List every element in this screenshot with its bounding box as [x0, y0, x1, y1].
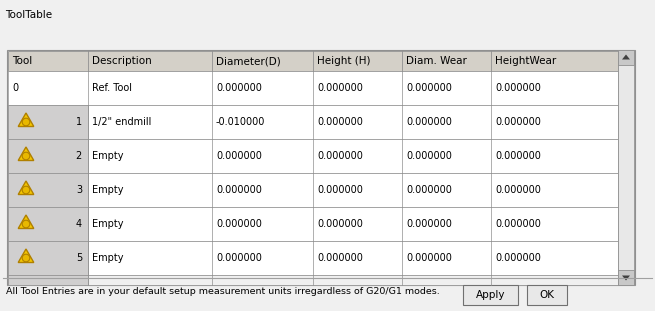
FancyBboxPatch shape — [7, 50, 635, 285]
Text: Diameter(D): Diameter(D) — [216, 56, 281, 66]
Text: Empty: Empty — [92, 253, 124, 263]
Text: 0.000000: 0.000000 — [495, 117, 541, 127]
Text: 0.000000: 0.000000 — [495, 185, 541, 195]
Text: Diam. Wear: Diam. Wear — [406, 56, 467, 66]
FancyBboxPatch shape — [8, 207, 618, 241]
Text: All Tool Entries are in your default setup measurement units irregardless of G20: All Tool Entries are in your default set… — [6, 286, 440, 295]
Text: 0.000000: 0.000000 — [216, 83, 262, 93]
Text: Empty: Empty — [92, 219, 124, 229]
Text: 0.000000: 0.000000 — [317, 117, 363, 127]
Circle shape — [22, 118, 29, 126]
Text: 1: 1 — [76, 117, 82, 127]
FancyBboxPatch shape — [8, 173, 88, 207]
Text: 0.000000: 0.000000 — [406, 253, 452, 263]
Polygon shape — [18, 249, 34, 262]
Text: 0.000000: 0.000000 — [495, 83, 541, 93]
Text: -0.010000: -0.010000 — [216, 117, 265, 127]
Text: Height (H): Height (H) — [317, 56, 371, 66]
Text: 0: 0 — [12, 83, 18, 93]
Text: 0.000000: 0.000000 — [406, 83, 452, 93]
FancyBboxPatch shape — [8, 173, 618, 207]
FancyBboxPatch shape — [8, 139, 88, 173]
Polygon shape — [18, 181, 34, 194]
FancyBboxPatch shape — [8, 241, 618, 275]
FancyBboxPatch shape — [8, 275, 618, 285]
Text: 0.000000: 0.000000 — [495, 253, 541, 263]
Text: 4: 4 — [76, 219, 82, 229]
Text: 0.000000: 0.000000 — [495, 151, 541, 161]
FancyBboxPatch shape — [618, 270, 634, 285]
Text: 2: 2 — [76, 151, 82, 161]
Text: 0.000000: 0.000000 — [216, 151, 262, 161]
Circle shape — [22, 220, 29, 228]
Text: Empty: Empty — [92, 151, 124, 161]
FancyBboxPatch shape — [618, 50, 634, 65]
Text: 3: 3 — [76, 185, 82, 195]
FancyBboxPatch shape — [8, 51, 618, 71]
Polygon shape — [18, 113, 34, 127]
FancyBboxPatch shape — [618, 50, 634, 285]
FancyBboxPatch shape — [8, 105, 618, 139]
Text: Tool: Tool — [12, 56, 32, 66]
Text: 1/2" endmill: 1/2" endmill — [92, 117, 151, 127]
Text: 0.000000: 0.000000 — [406, 219, 452, 229]
Text: 0.000000: 0.000000 — [216, 185, 262, 195]
Text: ToolTable: ToolTable — [5, 10, 52, 20]
FancyBboxPatch shape — [527, 285, 567, 305]
Polygon shape — [18, 215, 34, 229]
Text: OK: OK — [540, 290, 555, 300]
Text: Description: Description — [92, 56, 152, 66]
Text: 0.000000: 0.000000 — [216, 253, 262, 263]
Text: 0.000000: 0.000000 — [216, 219, 262, 229]
Polygon shape — [622, 54, 630, 59]
Polygon shape — [18, 147, 34, 160]
Text: Empty: Empty — [92, 185, 124, 195]
Text: 0.000000: 0.000000 — [406, 185, 452, 195]
Circle shape — [22, 186, 29, 194]
FancyBboxPatch shape — [8, 105, 88, 139]
FancyBboxPatch shape — [463, 285, 518, 305]
Circle shape — [22, 152, 29, 160]
Text: 0.000000: 0.000000 — [406, 117, 452, 127]
Text: Ref. Tool: Ref. Tool — [92, 83, 132, 93]
FancyBboxPatch shape — [8, 207, 88, 241]
Text: 0.000000: 0.000000 — [495, 219, 541, 229]
FancyBboxPatch shape — [8, 71, 618, 105]
Text: 5: 5 — [76, 253, 82, 263]
Text: Apply: Apply — [476, 290, 505, 300]
FancyBboxPatch shape — [8, 241, 88, 275]
Text: 0.000000: 0.000000 — [317, 151, 363, 161]
Text: 0.000000: 0.000000 — [406, 151, 452, 161]
Circle shape — [22, 254, 29, 262]
Text: 0.000000: 0.000000 — [317, 83, 363, 93]
Polygon shape — [622, 276, 630, 281]
Text: 0.000000: 0.000000 — [317, 185, 363, 195]
Text: HeightWear: HeightWear — [495, 56, 556, 66]
FancyBboxPatch shape — [8, 275, 88, 285]
FancyBboxPatch shape — [8, 139, 618, 173]
Text: 0.000000: 0.000000 — [317, 253, 363, 263]
Text: 0.000000: 0.000000 — [317, 219, 363, 229]
